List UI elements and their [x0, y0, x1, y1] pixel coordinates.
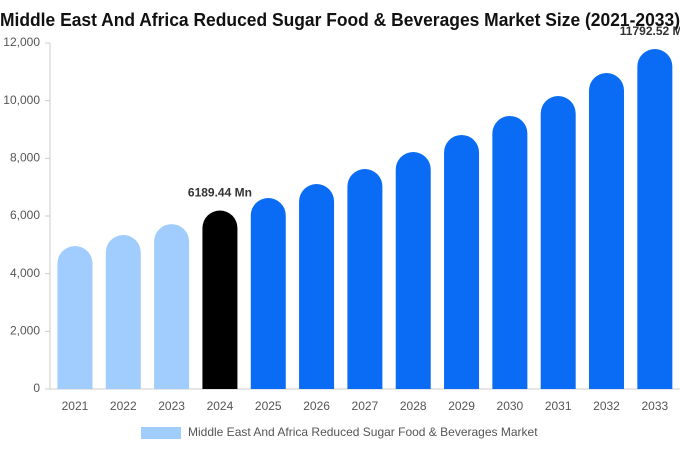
x-tick-label: 2029	[448, 399, 475, 413]
bar	[395, 151, 431, 389]
bar	[347, 169, 383, 389]
bar	[540, 96, 576, 389]
chart-title: Middle East And Africa Reduced Sugar Foo…	[0, 10, 680, 30]
x-tick-label: 2024	[207, 399, 234, 413]
legend-swatch	[141, 427, 181, 439]
x-tick-label: 2031	[545, 399, 572, 413]
bar	[154, 224, 190, 389]
legend-label: Middle East And Africa Reduced Sugar Foo…	[188, 425, 538, 439]
x-tick-label: 2032	[593, 399, 620, 413]
x-tick-label: 2033	[641, 399, 668, 413]
x-tick-label: 2027	[352, 399, 379, 413]
x-tick-label: 2023	[158, 399, 185, 413]
bar	[492, 115, 528, 389]
value-label: 6189.44 Mn	[188, 186, 252, 200]
bar	[589, 72, 625, 389]
bar	[637, 48, 673, 390]
x-tick-label: 2028	[400, 399, 427, 413]
x-tick-label: 2026	[303, 399, 330, 413]
y-tick-label: 6,000	[10, 208, 40, 222]
bar	[444, 134, 480, 389]
x-tick-label: 2025	[255, 399, 282, 413]
y-tick-label: 12,000	[3, 35, 40, 49]
y-tick-label: 8,000	[10, 151, 40, 165]
x-tick-label: 2022	[110, 399, 137, 413]
bar	[57, 245, 93, 389]
value-label: 11792.52 Mn	[620, 24, 680, 38]
bar	[250, 197, 286, 389]
y-tick-label: 0	[33, 381, 40, 395]
bar	[299, 183, 335, 389]
y-tick-label: 2,000	[10, 324, 40, 338]
y-tick-label: 10,000	[3, 93, 40, 107]
x-tick-label: 2021	[62, 399, 89, 413]
x-tick-label: 2030	[497, 399, 524, 413]
bar	[202, 210, 238, 389]
bar	[105, 235, 141, 389]
y-tick-label: 4,000	[10, 266, 40, 280]
